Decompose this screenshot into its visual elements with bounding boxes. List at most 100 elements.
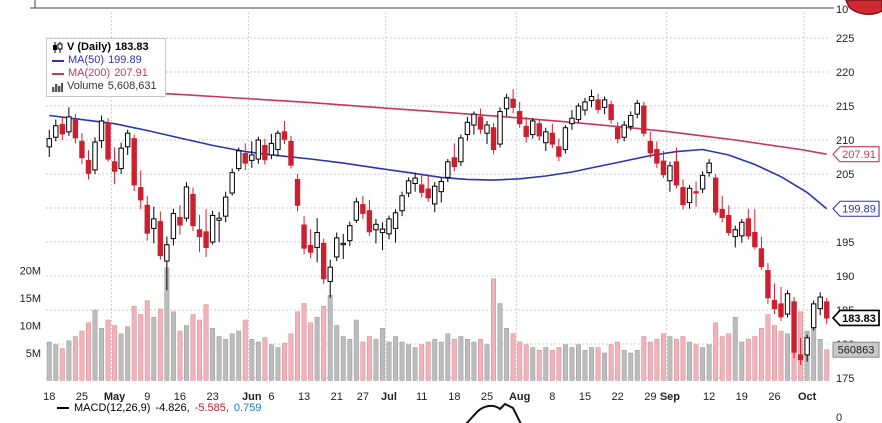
volume-bar: [262, 337, 268, 381]
candle-body: [151, 218, 157, 229]
volume-bar: [824, 349, 830, 381]
volume-bar: [484, 344, 490, 381]
volume-tick-label: 15M: [20, 293, 41, 305]
volume-bar: [301, 303, 307, 381]
candle-body: [739, 221, 745, 237]
candle-body: [686, 187, 693, 204]
candle-body: [340, 242, 346, 246]
volume-bar: [72, 336, 78, 381]
volume-bar: [327, 295, 333, 381]
volume-bar: [471, 341, 477, 381]
candle-body: [360, 204, 366, 214]
volume-bar: [647, 341, 653, 381]
volume-bar: [654, 339, 660, 381]
volume-bar: [706, 344, 712, 381]
macd-value-2: -5.585,: [194, 402, 229, 414]
volume-bar: [295, 311, 300, 381]
volume-bar: [576, 344, 581, 381]
candle-body: [209, 214, 216, 243]
volume-bar: [458, 336, 464, 381]
macd-line-swatch: [57, 407, 69, 409]
price-tick-label: 190: [836, 271, 854, 283]
candle-body: [608, 104, 614, 121]
date-tick-label: 29: [644, 391, 656, 403]
volume-bar: [242, 319, 248, 381]
candle-body: [510, 98, 516, 108]
x-axis-labels: 18 25 May 9 16 23 Jun 6 13 21 27 Jul 11 18 25 Aug 8 15 22 2…: [43, 391, 816, 403]
candle-body: [92, 141, 98, 171]
volume-bar: [380, 328, 385, 381]
candle-body: [699, 174, 706, 190]
volume-bar: [700, 347, 706, 381]
volume-bar: [660, 333, 666, 381]
volume-bar: [595, 347, 601, 381]
volume-bar: [112, 325, 118, 381]
candle-body: [732, 229, 738, 238]
volume-bar: [478, 339, 483, 381]
candle-body: [556, 146, 562, 157]
candle-body: [203, 231, 209, 248]
candle-body: [693, 191, 699, 194]
volume-bar: [517, 341, 523, 381]
candle-body: [536, 123, 542, 137]
macd-value-1: -4.826,: [155, 402, 190, 414]
candle-body: [458, 137, 464, 163]
candle-body: [124, 132, 131, 148]
candle-body: [477, 116, 484, 130]
volume-bar: [556, 347, 562, 381]
candle-body: [765, 270, 771, 299]
candle-body: [157, 221, 164, 257]
volume-bar: [772, 325, 777, 381]
candle-body: [386, 218, 392, 235]
candle-body: [752, 231, 758, 248]
volume-bar: [170, 311, 176, 381]
volume-bar: [634, 350, 640, 381]
date-tick-label: 23: [206, 391, 218, 403]
candle-body: [392, 212, 399, 229]
volume-bar: [569, 347, 575, 381]
date-tick-label: 25: [481, 391, 493, 403]
upper-panel-tick-label: 10: [836, 4, 848, 16]
price-tick-label: 195: [836, 237, 854, 249]
volume-bar: [641, 336, 647, 381]
volume-bar: [451, 339, 457, 381]
volume-bar: [752, 336, 758, 381]
volume-bar: [86, 322, 91, 381]
candle-body: [778, 303, 784, 318]
volume-bar: [92, 309, 98, 381]
candle-body: [327, 266, 333, 282]
volume-bar: [334, 325, 340, 381]
volume-bar: [255, 341, 261, 381]
volume-bar: [589, 347, 594, 381]
candle-body: [72, 119, 79, 139]
volume-bar: [288, 333, 294, 381]
logo-fragment-bottom: [465, 402, 522, 423]
volume-label: Volume: [67, 80, 104, 92]
candle-body: [131, 138, 137, 186]
date-tick-label: 18: [448, 391, 460, 403]
volume-bar: [314, 317, 320, 381]
candle-body: [412, 177, 418, 185]
volume-bar: [177, 330, 183, 381]
date-tick-label: Sep: [660, 391, 680, 403]
candle-body: [170, 212, 177, 240]
volume-bar: [393, 336, 398, 381]
macd-legend: MACD(12,26,9) -4.826, -5.585, 0.759: [57, 402, 262, 414]
volume-bar: [425, 341, 431, 381]
candle-body: [432, 185, 438, 205]
date-tick-label: Jun: [242, 391, 262, 403]
volume-bar: [778, 330, 784, 381]
date-tick-label: Oct: [798, 391, 817, 403]
date-tick-label: 9: [144, 391, 150, 403]
candle-body: [399, 195, 405, 212]
candle-body: [118, 147, 124, 170]
volume-tick-label: 20M: [20, 266, 41, 278]
candle-body: [144, 204, 150, 234]
volume-bar: [373, 339, 379, 381]
volume-bar: [203, 304, 209, 381]
candle-body: [634, 102, 640, 115]
volume-bar: [151, 317, 157, 381]
candle-body: [59, 123, 66, 135]
candle-body: [275, 132, 281, 151]
